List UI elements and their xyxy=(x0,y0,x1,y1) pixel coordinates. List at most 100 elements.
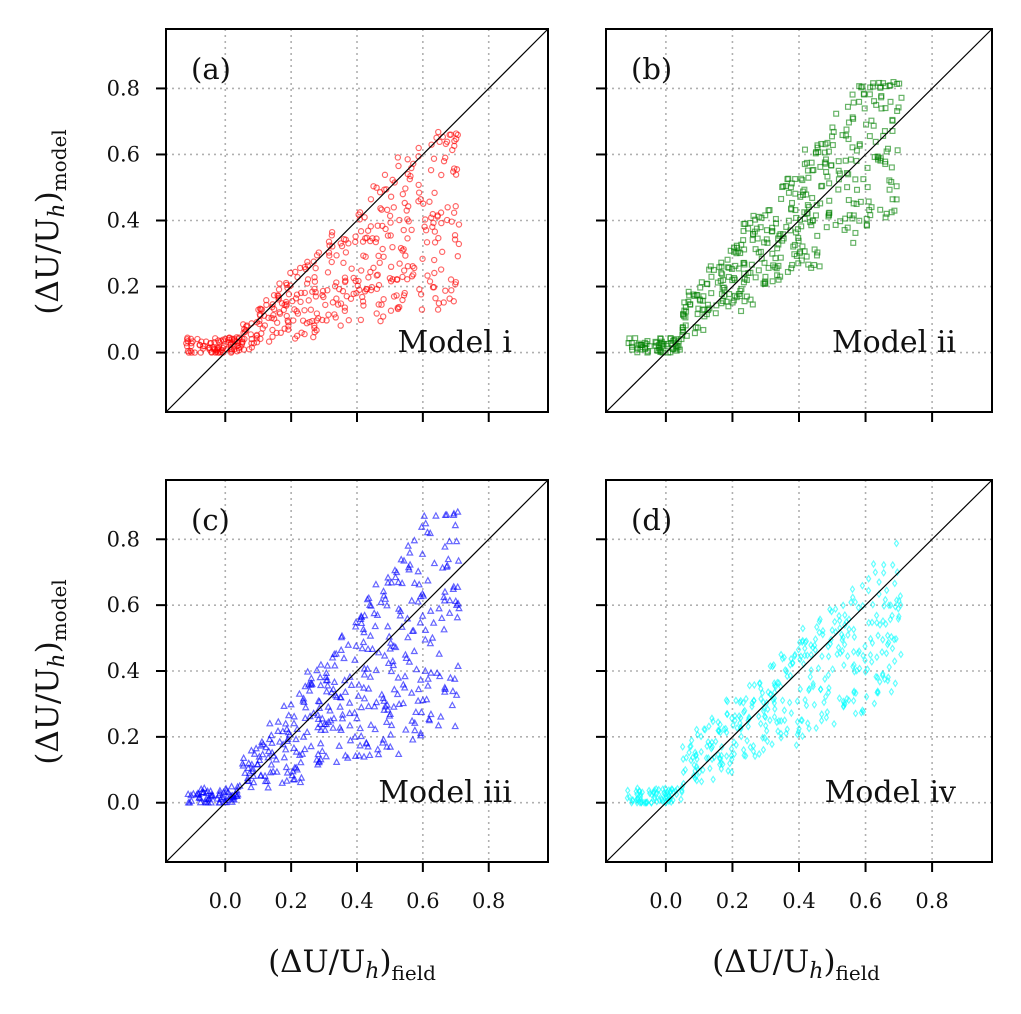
data-point xyxy=(449,687,457,695)
data-point xyxy=(725,273,732,280)
data-point xyxy=(367,720,375,728)
data-point xyxy=(365,600,374,608)
data-point xyxy=(774,272,781,279)
data-point xyxy=(357,267,365,274)
data-point xyxy=(811,700,818,709)
data-point xyxy=(239,761,248,769)
data-point xyxy=(694,292,701,299)
data-point xyxy=(284,711,293,719)
data-point xyxy=(806,724,812,733)
data-point xyxy=(427,668,435,676)
y-tick-label: 0.2 xyxy=(107,275,140,299)
data-point xyxy=(402,653,411,662)
data-point xyxy=(440,596,449,604)
xlabel-right: (ΔU/Uh)field xyxy=(712,944,880,985)
data-point xyxy=(283,776,291,784)
data-point xyxy=(898,94,905,101)
data-point xyxy=(887,82,894,89)
data-point xyxy=(724,256,731,263)
data-point xyxy=(845,630,851,640)
data-point xyxy=(420,511,429,519)
data-point xyxy=(301,682,310,690)
data-point xyxy=(408,735,417,743)
data-point xyxy=(829,142,836,149)
data-point xyxy=(416,286,423,293)
data-point xyxy=(453,582,462,590)
data-point xyxy=(267,731,276,739)
data-point xyxy=(864,184,871,191)
data-point xyxy=(424,576,432,584)
data-point xyxy=(352,641,360,649)
data-point xyxy=(878,105,885,112)
data-point xyxy=(844,224,851,231)
data-point xyxy=(450,509,458,517)
data-point xyxy=(287,269,294,277)
data-point xyxy=(820,626,826,635)
data-points xyxy=(625,78,905,356)
data-point xyxy=(767,690,774,699)
data-point xyxy=(425,714,433,723)
data-point xyxy=(771,698,778,708)
data-point xyxy=(362,253,369,260)
data-point xyxy=(341,304,349,311)
data-point xyxy=(883,649,890,658)
data-point xyxy=(293,765,302,773)
data-point xyxy=(360,670,369,678)
data-point xyxy=(859,601,866,610)
data-point xyxy=(757,678,763,688)
data-point xyxy=(213,794,221,802)
data-point xyxy=(363,664,372,672)
data-point xyxy=(658,341,665,348)
data-point xyxy=(437,209,445,216)
data-point xyxy=(378,738,387,746)
data-point xyxy=(777,273,784,280)
data-point xyxy=(384,232,392,239)
data-point xyxy=(795,645,802,654)
data-point xyxy=(345,317,352,324)
data-point xyxy=(725,303,732,310)
data-point xyxy=(825,642,831,651)
data-point xyxy=(883,148,890,155)
data-point xyxy=(442,562,451,570)
data-point xyxy=(296,758,305,766)
data-point xyxy=(758,214,765,221)
data-point xyxy=(892,679,899,688)
data-point xyxy=(434,721,443,729)
data-point xyxy=(806,684,813,693)
data-point xyxy=(848,598,854,607)
data-point xyxy=(373,745,382,753)
data-point xyxy=(219,336,227,343)
data-point xyxy=(285,323,292,330)
data-point xyxy=(218,346,226,354)
data-point xyxy=(453,166,461,173)
data-point xyxy=(290,712,298,720)
data-point xyxy=(301,745,309,753)
data-point xyxy=(835,158,842,165)
data-point xyxy=(348,265,355,272)
model-label: Model ii xyxy=(832,325,956,360)
data-point xyxy=(454,661,462,670)
data-point xyxy=(433,668,441,676)
data-point xyxy=(750,212,757,219)
data-point xyxy=(769,250,776,257)
data-point xyxy=(429,223,436,231)
data-point xyxy=(253,760,262,768)
panel-label: (a) xyxy=(191,52,231,86)
data-point xyxy=(345,709,354,717)
data-point xyxy=(386,274,394,282)
data-point xyxy=(447,276,455,283)
data-point xyxy=(417,291,425,298)
data-point xyxy=(843,170,850,177)
data-point xyxy=(856,141,863,148)
data-point xyxy=(844,694,850,703)
data-point xyxy=(269,333,276,340)
data-point xyxy=(324,287,331,294)
data-point xyxy=(444,555,453,563)
data-point xyxy=(336,285,343,293)
data-point xyxy=(738,308,745,315)
data-point xyxy=(430,559,439,567)
data-point xyxy=(421,519,430,527)
data-point xyxy=(374,222,381,229)
data-point xyxy=(264,746,273,755)
data-point xyxy=(387,232,394,239)
